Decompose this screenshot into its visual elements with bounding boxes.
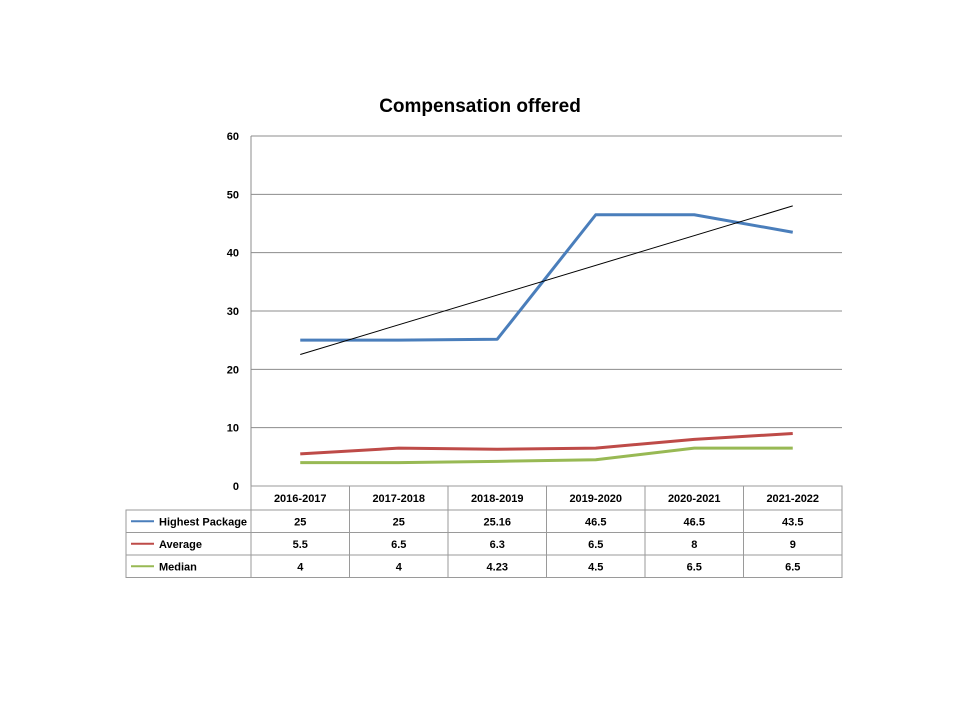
y-tick-label: 50 <box>227 189 239 201</box>
data-table: 2016-2017 2017-2018 2018-2019 2019-2020 2020… <box>125 485 843 578</box>
series-line-average <box>300 432 793 456</box>
y-tick-label: 30 <box>227 306 239 318</box>
data-value: 6.5 <box>391 539 406 551</box>
category-label: 2018-2019 <box>471 493 524 505</box>
data-value: 25 <box>294 516 306 528</box>
legend-label: Average <box>159 539 202 551</box>
data-value: 25.16 <box>483 516 511 528</box>
data-value: 6.5 <box>687 561 702 573</box>
data-value: 8 <box>691 539 697 551</box>
category-label: 2019-2020 <box>569 493 622 505</box>
data-value: 4.23 <box>487 561 508 573</box>
y-tick-label: 0 <box>233 481 239 493</box>
legend-label: Highest Package <box>159 516 247 528</box>
data-value: 6.5 <box>588 539 603 551</box>
category-label: 2021-2022 <box>766 493 819 505</box>
series-line-highest-package <box>300 213 794 342</box>
data-value: 43.5 <box>782 516 803 528</box>
data-value: 6.5 <box>785 561 800 573</box>
y-tick-label: 60 <box>227 131 239 143</box>
data-value: 4 <box>297 561 304 573</box>
data-value: 4.5 <box>588 561 603 573</box>
gridlines <box>251 135 842 429</box>
data-value: 9 <box>790 539 796 551</box>
y-tick-label: 10 <box>227 423 239 435</box>
data-value: 46.5 <box>684 516 705 528</box>
y-tick-labels: 0 10 20 30 40 50 60 <box>227 131 239 493</box>
data-value: 46.5 <box>585 516 606 528</box>
series-line-median <box>300 446 793 465</box>
category-label: 2016-2017 <box>274 493 327 505</box>
legend-label: Median <box>159 561 197 573</box>
category-label: 2017-2018 <box>372 493 425 505</box>
data-value: 25 <box>393 516 405 528</box>
y-tick-label: 40 <box>227 248 239 260</box>
trendline-layer <box>300 205 793 356</box>
data-value: 6.3 <box>490 539 505 551</box>
series-lines <box>300 213 794 465</box>
y-tick-label: 20 <box>227 364 239 376</box>
data-value: 4 <box>396 561 403 573</box>
data-value: 5.5 <box>293 539 308 551</box>
category-label: 2020-2021 <box>668 493 721 505</box>
trendline <box>300 205 793 356</box>
chart-title: Compensation offered <box>379 96 581 117</box>
